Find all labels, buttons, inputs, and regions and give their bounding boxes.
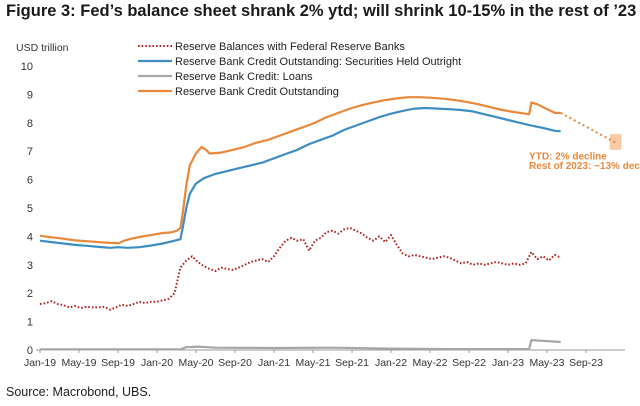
x-tick-label: May-23 xyxy=(529,357,564,369)
series-line-securities xyxy=(39,106,561,249)
y-tick-label: 4 xyxy=(27,231,33,243)
legend-label-reserves: Reserve Balances with Federal Reserve Ba… xyxy=(175,41,405,53)
x-tick-label: May-19 xyxy=(61,357,96,369)
series-line-credit xyxy=(39,96,561,245)
y-tick-label: 0 xyxy=(27,345,33,357)
y-tick-label: 3 xyxy=(27,260,33,272)
series-line-reserves xyxy=(39,226,562,311)
y-tick-label: 5 xyxy=(27,203,33,215)
x-tick-label: Sep-22 xyxy=(452,357,486,369)
annotation-text: Rest of 2023: ~13% decline xyxy=(529,161,640,172)
series-lines xyxy=(39,96,562,351)
y-tick-label: 8 xyxy=(27,118,33,130)
annotation-text: YTD: 2% decline xyxy=(529,152,607,163)
projection-range-box xyxy=(609,134,622,150)
legend: Reserve Balances with Federal Reserve Ba… xyxy=(138,41,461,98)
x-tick-label: May-20 xyxy=(178,357,213,369)
x-tick-label: Jan-23 xyxy=(492,357,524,369)
legend-label-credit: Reserve Bank Credit Outstanding xyxy=(175,86,339,98)
source-note: Source: Macrobond, UBS. xyxy=(6,385,152,399)
x-axis-ticks: Jan-19 May-19 Sep-19 Jan-20 May-20 Sep-20 Jan-… xyxy=(24,350,603,369)
x-tick-label: Sep-20 xyxy=(218,357,252,369)
series-line-loans xyxy=(40,339,561,351)
x-tick-label: Jan-20 xyxy=(141,357,173,369)
x-tick-label: Sep-23 xyxy=(569,357,603,369)
y-tick-label: 9 xyxy=(27,89,33,101)
projection-dotted-line xyxy=(560,111,617,144)
x-tick-label: Sep-19 xyxy=(101,357,135,369)
projection xyxy=(560,111,622,150)
y-tick-label: 10 xyxy=(21,61,33,73)
y-tick-label: 6 xyxy=(27,175,33,187)
x-tick-label: Jan-21 xyxy=(258,357,290,369)
legend-label-securities: Reserve Bank Credit Outstanding: Securit… xyxy=(175,56,461,68)
y-tick-label: 7 xyxy=(27,146,33,158)
y-axis-ticks: 0 1 2 3 4 5 6 7 8 9 10 xyxy=(21,61,33,357)
legend-label-loans: Reserve Bank Credit: Loans xyxy=(175,71,313,83)
y-tick-label: 2 xyxy=(27,288,33,300)
x-tick-label: Sep-21 xyxy=(335,357,369,369)
y-tick-label: 1 xyxy=(27,317,33,329)
x-tick-label: Jan-22 xyxy=(375,357,407,369)
figure-title: Figure 3: Fed’s balance sheet shrank 2% … xyxy=(6,2,637,20)
x-tick-label: May-21 xyxy=(295,357,330,369)
y-axis-label: USD trillion xyxy=(16,42,69,54)
x-tick-label: Jan-19 xyxy=(24,357,56,369)
x-tick-label: May-22 xyxy=(412,357,447,369)
